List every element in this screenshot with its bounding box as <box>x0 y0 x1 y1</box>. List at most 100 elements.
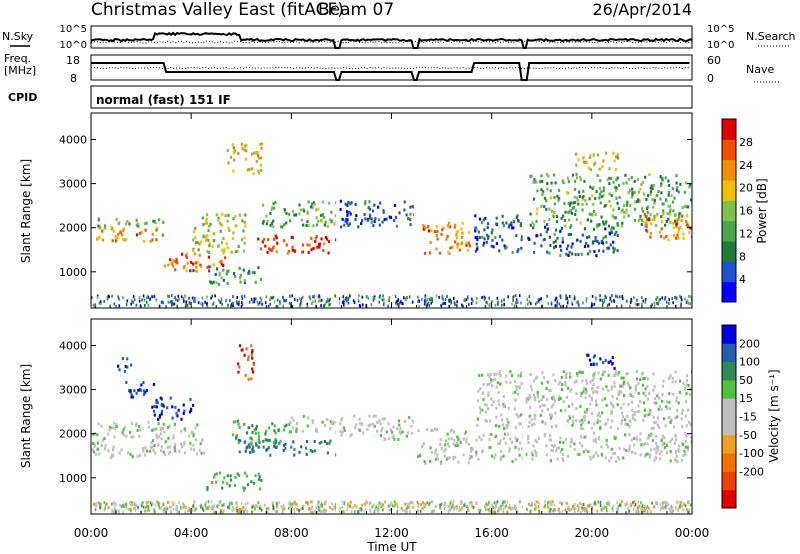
data-cell <box>640 183 643 187</box>
data-cell <box>653 401 656 405</box>
data-cell <box>588 249 592 253</box>
noise-cell <box>616 295 619 299</box>
noise-cell <box>138 296 141 300</box>
data-cell <box>234 224 237 228</box>
noise-cell <box>257 501 260 504</box>
data-cell <box>673 196 676 200</box>
data-cell <box>160 412 163 416</box>
data-cell <box>152 219 155 223</box>
data-cell <box>613 247 617 251</box>
data-cell <box>424 462 427 465</box>
data-cell <box>649 510 652 513</box>
data-cell <box>636 438 639 442</box>
data-cell <box>560 376 563 379</box>
noise-cell <box>311 505 313 509</box>
data-cell <box>491 228 494 232</box>
data-cell <box>502 394 505 398</box>
data-cell <box>593 163 596 167</box>
noise-cell <box>632 507 635 511</box>
noise-cell <box>463 503 465 507</box>
noise-cell <box>192 504 194 508</box>
data-cell <box>623 215 626 219</box>
data-cell <box>612 151 615 155</box>
noise-cell <box>397 298 399 302</box>
data-cell <box>514 457 517 461</box>
noise-cell <box>643 504 646 508</box>
data-cell <box>616 176 619 180</box>
data-cell <box>408 416 411 420</box>
noise-cell <box>503 302 505 306</box>
noise-cell <box>216 504 219 508</box>
data-cell <box>671 380 674 384</box>
data-cell <box>561 237 564 241</box>
data-cell <box>342 510 345 514</box>
data-cell <box>157 417 160 421</box>
noise-cell <box>99 300 102 304</box>
noise-sky-label: N.Sky <box>2 30 34 43</box>
data-cell <box>354 217 357 221</box>
noise-cell <box>567 299 569 303</box>
data-cell <box>604 222 607 226</box>
noise-cell <box>550 302 553 306</box>
data-cell <box>580 252 583 256</box>
noise-cell <box>641 504 644 508</box>
data-cell <box>315 208 318 212</box>
noise-cell <box>206 506 209 510</box>
noise-cell <box>535 506 537 510</box>
noise-cell <box>236 504 238 508</box>
data-cell <box>192 443 195 447</box>
noise-cell <box>494 303 497 307</box>
data-cell <box>308 243 311 247</box>
data-cell <box>252 481 256 485</box>
noise-cell <box>140 504 143 508</box>
noise-cell <box>191 508 194 512</box>
noise-cell <box>455 303 458 307</box>
data-cell <box>602 370 605 374</box>
data-cell <box>236 419 239 423</box>
data-cell <box>470 449 473 453</box>
noise-cell <box>317 511 319 514</box>
noise-cell <box>238 300 240 304</box>
data-cell <box>247 358 250 362</box>
noise-cell <box>497 302 499 306</box>
noise-cell <box>626 501 628 505</box>
data-cell <box>183 409 186 413</box>
data-cell <box>108 428 111 432</box>
data-cell <box>268 438 271 442</box>
data-cell <box>559 409 563 413</box>
data-cell <box>588 156 591 159</box>
noise-cell <box>447 504 450 508</box>
data-cell <box>527 236 530 240</box>
data-cell <box>628 177 631 181</box>
data-cell <box>168 424 171 428</box>
noise-cell <box>534 507 536 511</box>
noise-cell <box>425 502 428 506</box>
data-cell <box>243 353 246 357</box>
data-cell <box>456 443 459 447</box>
data-cell <box>549 438 552 442</box>
noise-cell <box>599 298 601 302</box>
data-cell <box>549 459 552 463</box>
data-cell <box>467 442 470 446</box>
data-cell <box>496 509 500 513</box>
noise-cell <box>345 296 348 300</box>
noise-cell <box>530 302 532 306</box>
data-cell <box>273 429 276 433</box>
data-cell <box>266 219 269 223</box>
data-cell <box>156 401 159 405</box>
noise-cell <box>246 509 248 513</box>
data-cell <box>640 506 644 510</box>
noise-cell <box>620 304 623 308</box>
data-cell <box>206 213 209 217</box>
noise-cell <box>279 300 281 304</box>
noise-cell <box>585 297 588 301</box>
noise-cell <box>558 302 561 306</box>
data-cell <box>243 249 246 253</box>
data-cell <box>514 425 517 429</box>
data-cell <box>555 449 558 453</box>
data-cell <box>202 223 205 227</box>
data-cell <box>504 246 507 250</box>
data-cell <box>167 436 170 440</box>
data-cell <box>435 234 438 237</box>
